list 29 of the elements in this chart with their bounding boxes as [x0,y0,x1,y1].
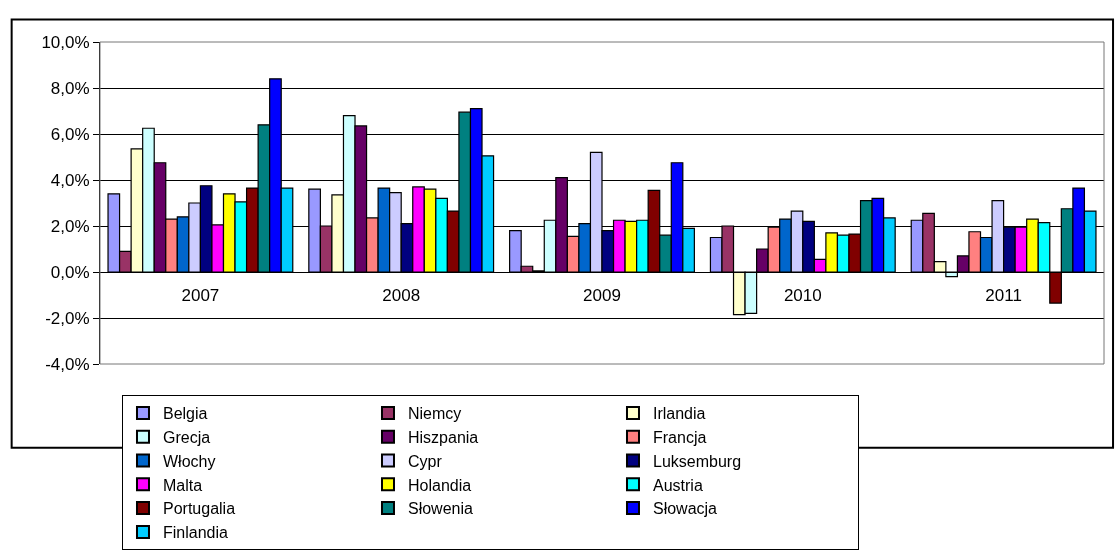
legend-label: Holandia [407,476,472,494]
x-tick-label: 2007 [181,286,220,306]
legend-label: Belgia [162,405,208,423]
legend-label: Cypr [407,452,443,470]
legend-label: Malta [162,476,203,494]
legend-label: Finlandia [162,524,229,542]
legend-label: Grecja [162,428,211,446]
y-tick-label: 4,0% [50,170,90,190]
legend-label: Słowenia [407,500,474,518]
legend-label: Portugalia [162,500,236,518]
y-tick-label: 6,0% [50,124,90,144]
legend-label: Hiszpania [407,428,479,446]
y-tick-label: -2,0% [45,308,90,328]
legend-label: Włochy [162,452,216,470]
y-tick-label: -4,0% [45,354,90,374]
y-tick-label: 10,0% [41,32,90,52]
y-tick-label: 8,0% [50,78,90,98]
legend-label: Irlandia [652,405,706,423]
x-tick-label: 2011 [985,286,1022,306]
legend-label: Austria [652,476,703,494]
x-tick-label: 2009 [583,286,621,306]
y-tick-label: 2,0% [50,216,90,236]
x-tick-label: 2010 [783,286,822,306]
y-tick-label: 0,0% [50,262,90,282]
legend-label: Słowacja [652,500,718,518]
legend-label: Niemcy [407,405,462,423]
x-tick-label: 2008 [382,286,421,306]
legend-label: Francja [652,428,707,446]
legend-label: Luksemburg [652,452,742,470]
